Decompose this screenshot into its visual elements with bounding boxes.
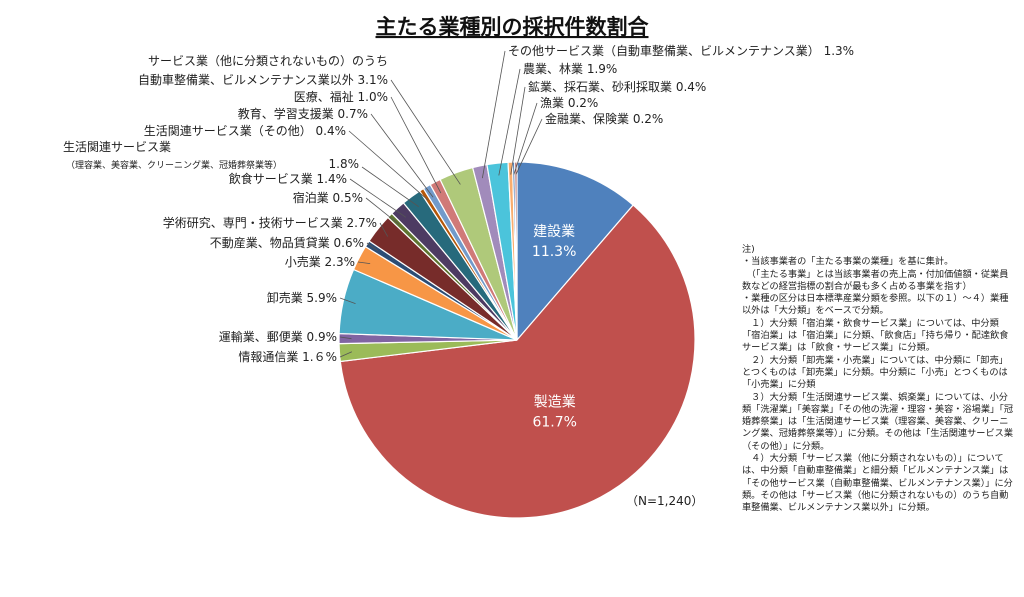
slice-label: 飲食サービス業 1.4% [229,171,347,186]
leader-line [513,102,538,175]
leader-line [481,50,506,179]
note-line: １）大分類「宿泊業・飲食サービス業」については、中分類「宿泊業」は「宿泊業」に分… [742,317,1009,354]
pie-slice [516,161,634,342]
leader-line [390,96,442,194]
note-line: （「主たる事業」とは当該事業者の売上高・付加価値額・従業員数などの経営指標の割合… [742,268,1009,292]
slice-labels: 建設業 11.3% 製造業 61.7% 情報通信業 1.６% 運輸業、郵便業 0.9% 卸売… [63,43,854,431]
slice-label: 宿泊業 0.5% [293,190,363,205]
leader-line [510,86,526,175]
sample-size-label: （N=1,240） [626,494,703,508]
leader-line [349,178,407,218]
slice-label: 卸売業 5.9% [267,290,337,305]
slice-label-line2: 自動車整備業、ビルメンテナンス業以外 3.1% [138,72,388,87]
slice-label: 金融業、保険業 0.2% [545,111,663,126]
leader-line [390,79,461,185]
leader-line [348,130,429,201]
pie-slice [339,204,696,519]
slice-label: 学術研究、専門・技術サービス業 2.7% [163,215,377,230]
slice-value-label: 1.8% [329,157,360,171]
slice-label: 製造業 [534,395,576,411]
slice-sublabel: （理容業、美容業、クリーニング業、冠婚葬祭業等） [66,159,282,171]
slice-label: 情報通信業 1.６% [238,350,337,364]
chart-title: 主たる業種別の採択件数割合 [376,15,650,39]
slice-label: 生活関連サービス業（その他） 0.4% [144,124,346,138]
notes-panel: 注) ・当該事業者の「主たる事業の業種」を基に集計。 （「主たる事業」とは当該事業… [742,244,1014,515]
slice-label: 鉱業、採石業、砂利採取業 0.4% [528,79,706,94]
leader-line [357,261,371,265]
leader-line [515,118,543,175]
slice-label: 小売業 2.3% [285,254,355,269]
leader-line [339,351,353,358]
leader-line [370,113,434,198]
note-line: ・業種の区分は日本標準産業分類を参照。以下の１）～４）業種以外は「大分類」をベー… [742,293,1009,317]
slice-label: 建設業 [533,224,575,240]
leader-line [361,166,420,208]
slice-label: 生活関連サービス業 [63,140,171,154]
slice-label: 運輸業、郵便業 0.9% [219,329,337,344]
leader-line [365,197,400,225]
note-line: ４）大分類「サービス業（他に分類されないもの）」については、中分類「自動車整備業… [742,453,1013,514]
slice-label: 農業、林業 1.9% [523,62,617,76]
slice-value-label: 61.7% [532,415,576,431]
note-line: ・当該事業者の「主たる事業の業種」を基に集計。 [742,256,954,268]
slice-label: その他サービス業（自動車整備業、ビルメンテナンス業） 1.3% [508,43,854,58]
slice-value-label: 11.3% [532,244,576,260]
note-line: 注) [742,244,755,255]
leader-line [339,297,356,304]
slice-label: 不動産業、物品賃貸業 0.6% [210,235,364,250]
leader-line [498,68,521,176]
leader-line [366,242,378,251]
leader-line [379,222,389,237]
pie-slices [338,161,696,519]
note-line: ２）大分類「卸売業・小売業」については、中分類に「卸売」とつくものは「卸売業」に… [742,354,1008,391]
slice-label: 医療、福祉 1.0% [294,89,388,104]
slice-label: サービス業（他に分類されないもの）のうち [148,54,388,68]
leader-line [339,336,352,340]
note-line: ３）大分類「生活関連サービス業、娯楽業」については、小分類「洗濯業」「美容業」「… [742,391,1014,452]
slice-label: 教育、学習支援業 0.7% [238,106,368,121]
slice-label: 漁業 0.2% [540,96,598,110]
leader-lines [339,50,543,358]
pie-slice [514,161,518,341]
